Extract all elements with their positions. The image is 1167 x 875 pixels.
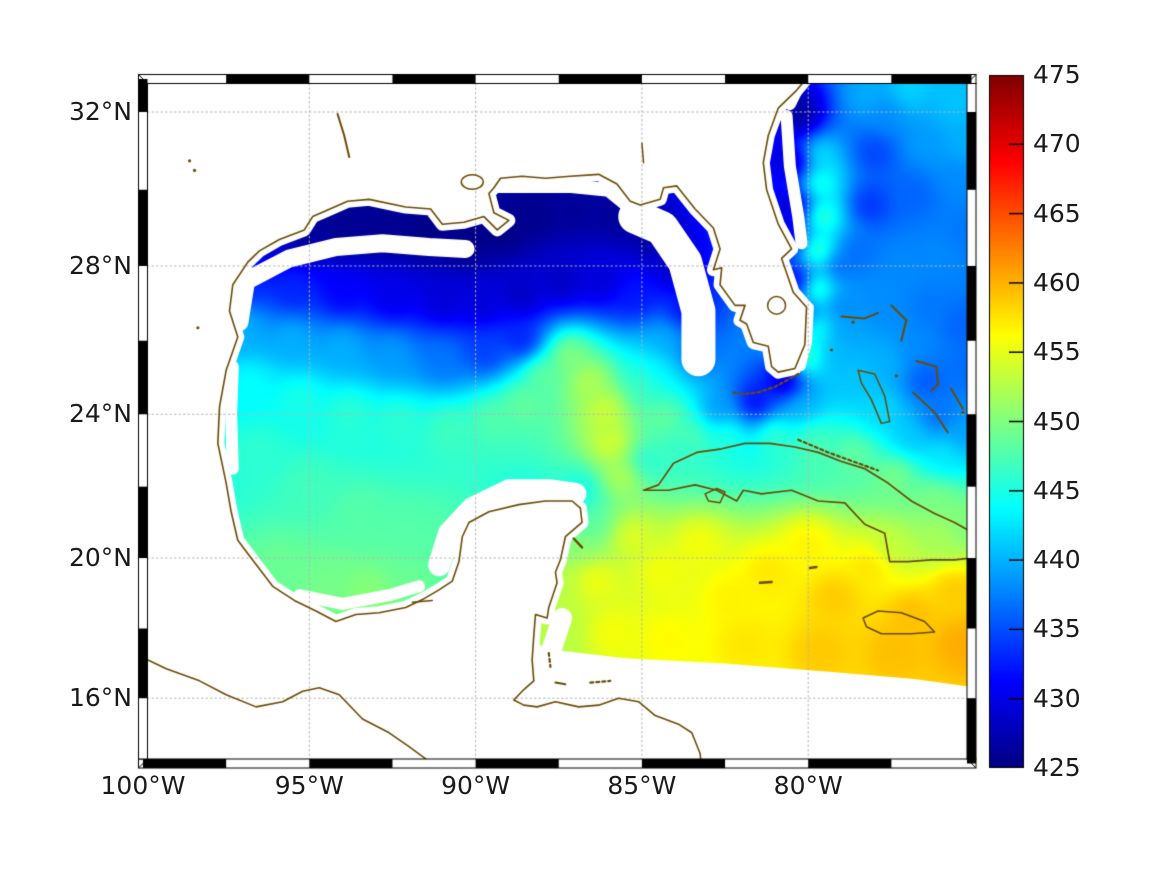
colorbar-tick-label: 440 [1033,545,1081,575]
colorbar-tick-label: 450 [1033,406,1081,436]
colorbar-tick-label: 455 [1033,337,1081,367]
colorbar-tick-label: 430 [1033,683,1081,713]
x-tick-label: 95°W [274,771,344,800]
colorbar-tick-label: 435 [1033,614,1081,644]
colorbar-tick-label: 465 [1033,198,1081,228]
y-tick-label: 16°N [68,683,132,713]
colorbar-tick-label: 425 [1033,753,1081,782]
x-tick-label: 90°W [441,771,511,800]
y-tick-label: 24°N [68,399,132,429]
y-tick-label: 32°N [68,97,132,126]
x-tick-label: 80°W [773,771,843,800]
colorbar-tick-label: 460 [1033,267,1081,297]
y-tick-label: 20°N [68,543,132,573]
x-tick-label: 100°W [100,771,186,800]
x-tick-label: 85°W [607,771,677,800]
colorbar-tick-label: 445 [1033,475,1081,505]
y-tick-label: 28°N [68,250,132,280]
colorbar-tick-label: 470 [1033,129,1081,159]
colorbar-tick-label: 475 [1033,60,1081,89]
